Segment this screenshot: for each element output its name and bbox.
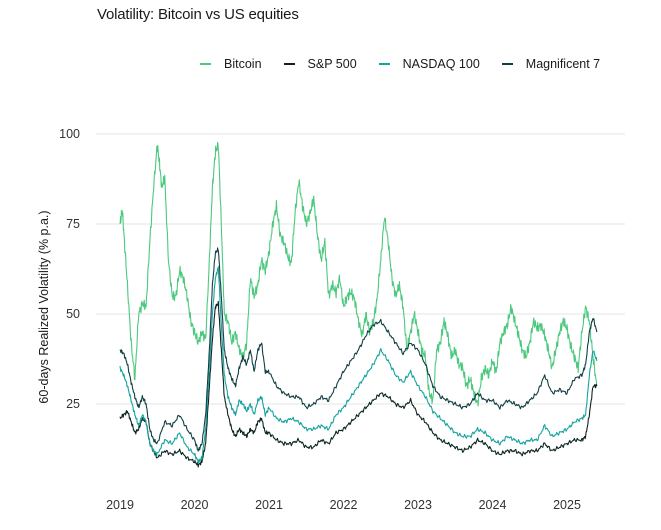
legend-swatch — [200, 63, 211, 65]
legend-swatch — [283, 63, 295, 65]
legend-item-nasdaq100[interactable]: NASDAQ 100 — [378, 57, 480, 71]
x-tick-label: 2025 — [553, 498, 581, 512]
legend-item-magnificent-7[interactable]: Magnificent 7 — [501, 57, 601, 71]
series-line-magnificent-7 — [119, 247, 598, 452]
legend-swatch — [501, 63, 513, 65]
legend-label: NASDAQ 100 — [402, 57, 480, 71]
y-tick-label: 100 — [59, 127, 80, 141]
x-tick-label: 2020 — [181, 498, 209, 512]
series-line-s-p-500 — [119, 300, 598, 468]
gridlines — [96, 133, 625, 405]
y-axis-label: 60-days Realized Volatility (% p.a.) — [37, 210, 51, 403]
legend: Bitcoin S&P 500 NASDAQ 100 Magnificent 7 — [200, 57, 600, 71]
legend-label: Magnificent 7 — [525, 57, 601, 71]
series-line-nasdaq-100 — [119, 266, 598, 465]
legend-item-bitcoin[interactable]: Bitcoin — [200, 57, 262, 71]
x-axis-ticks: 2019 2020 2021 2022 2023 2024 2025 — [106, 498, 581, 512]
legend-label: S&P 500 — [307, 57, 357, 71]
y-tick-label: 50 — [66, 307, 80, 321]
y-tick-label: 75 — [66, 217, 80, 231]
y-axis-ticks: 25 50 75 100 — [59, 127, 80, 411]
x-tick-label: 2021 — [255, 498, 283, 512]
legend-label: Bitcoin — [224, 57, 262, 71]
x-tick-label: 2019 — [106, 498, 134, 512]
x-tick-label: 2023 — [404, 498, 432, 512]
series-lines — [119, 141, 598, 468]
y-tick-label: 25 — [66, 397, 80, 411]
x-tick-label: 2024 — [479, 498, 507, 512]
legend-swatch — [378, 63, 390, 65]
x-tick-label: 2022 — [330, 498, 358, 512]
series-line-bitcoin — [119, 141, 598, 407]
chart-title: Volatility: Bitcoin vs US equities — [97, 6, 299, 23]
legend-item-sp500[interactable]: S&P 500 — [283, 57, 357, 71]
